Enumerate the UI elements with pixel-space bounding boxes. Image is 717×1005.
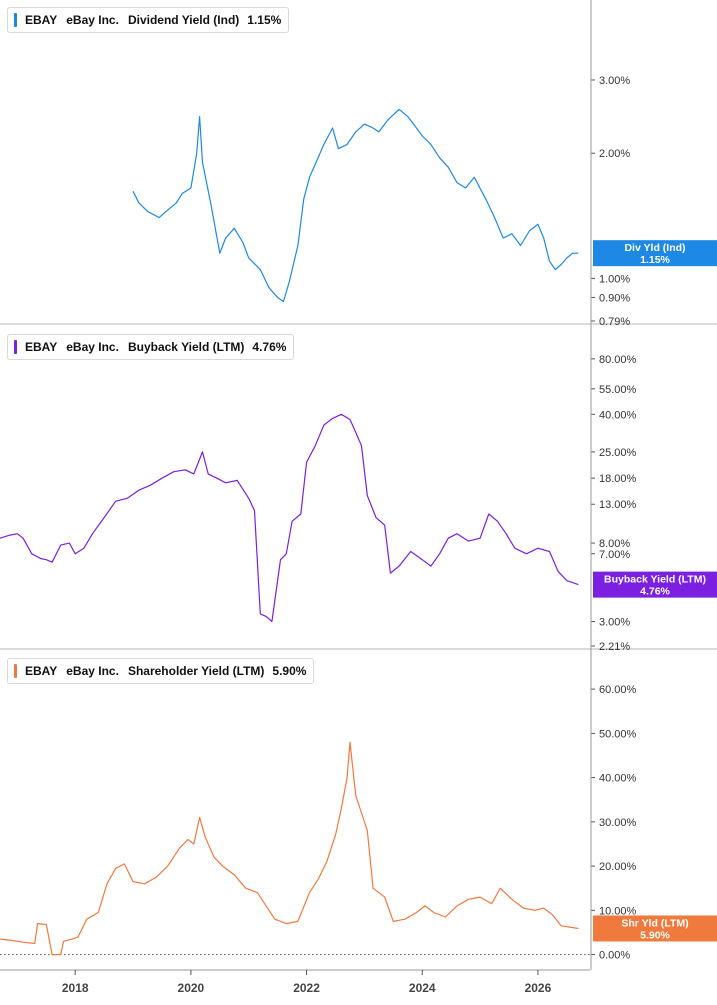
y-tick-label: 0.90% bbox=[599, 292, 630, 304]
legend-dividend-yield[interactable]: EBAY eBay Inc. Dividend Yield (Ind) 1.15… bbox=[7, 7, 290, 33]
legend-value: 1.15% bbox=[247, 13, 282, 27]
y-tick-label: 1.00% bbox=[599, 273, 630, 285]
last-value-flag: Buyback Yield (LTM)4.76% bbox=[593, 571, 717, 598]
legend-swatch-dividend bbox=[14, 13, 17, 27]
y-tick-label: 3.00% bbox=[599, 617, 630, 629]
legend-company: eBay Inc. bbox=[66, 340, 119, 354]
flag-value: 4.76% bbox=[640, 586, 670, 598]
legend-metric: Shareholder Yield (LTM) bbox=[127, 664, 265, 678]
y-tick-label: 2.00% bbox=[599, 148, 630, 160]
legend-value: 5.90% bbox=[272, 664, 307, 678]
series-line bbox=[132, 108, 579, 303]
legend-ticker: EBAY bbox=[25, 340, 58, 354]
y-tick-label: 0.79% bbox=[599, 316, 630, 328]
y-tick-label: 55.00% bbox=[599, 384, 637, 396]
flag-name: Shr Yld (LTM) bbox=[621, 917, 688, 929]
y-tick-label: 3.00% bbox=[599, 75, 630, 87]
legend-swatch-shareholder bbox=[14, 664, 17, 678]
series-line bbox=[0, 413, 579, 623]
legend-ticker: EBAY bbox=[25, 13, 58, 27]
legend-metric: Dividend Yield (Ind) bbox=[127, 13, 240, 27]
y-tick-label: 18.00% bbox=[599, 473, 637, 485]
flag-value: 5.90% bbox=[640, 929, 670, 941]
y-tick-label: 40.00% bbox=[599, 409, 637, 421]
legend-company: eBay Inc. bbox=[66, 664, 119, 678]
legend-ticker: EBAY bbox=[25, 664, 58, 678]
flag-value: 1.15% bbox=[640, 254, 670, 266]
flag-name: Buyback Yield (LTM) bbox=[604, 574, 706, 586]
legend-value: 4.76% bbox=[252, 340, 287, 354]
y-tick-label: 30.00% bbox=[599, 817, 637, 829]
y-tick-label: 8.00% bbox=[599, 538, 630, 550]
legend-shareholder-yield[interactable]: EBAY eBay Inc. Shareholder Yield (LTM) 5… bbox=[7, 658, 315, 684]
legend-company: eBay Inc. bbox=[66, 13, 119, 27]
y-tick-label: 10.00% bbox=[599, 905, 637, 917]
x-tick-label: 2022 bbox=[293, 981, 320, 995]
label-layer: Div Yld (Ind)1.15% Buyback Yield (LTM)4.7… bbox=[593, 240, 717, 942]
last-value-flag: Shr Yld (LTM)5.90% bbox=[593, 915, 717, 942]
y-tick-label: 20.00% bbox=[599, 861, 637, 873]
y-tick-label: 40.00% bbox=[599, 773, 637, 785]
last-value-flag: Div Yld (Ind)1.15% bbox=[593, 240, 717, 267]
x-tick-label: 2026 bbox=[525, 981, 552, 995]
axis-layer: 3.00% 2.00% 1.00% 0.90% 0.79% 80.00% 55.00% 40.… bbox=[0, 0, 637, 995]
y-tick-label: 7.00% bbox=[599, 549, 630, 561]
x-tick-label: 2020 bbox=[178, 981, 205, 995]
y-tick-label: 25.00% bbox=[599, 447, 637, 459]
legend-metric: Buyback Yield (LTM) bbox=[127, 340, 245, 354]
series-line bbox=[0, 741, 579, 956]
flag-name: Div Yld (Ind) bbox=[624, 242, 685, 254]
y-tick-label: 0.00% bbox=[599, 950, 630, 962]
y-tick-label: 13.00% bbox=[599, 499, 637, 511]
line-layer bbox=[0, 108, 579, 956]
x-tick-label: 2018 bbox=[62, 981, 89, 995]
legend-swatch-buyback bbox=[14, 340, 17, 354]
y-tick-label: 60.00% bbox=[599, 684, 637, 696]
legend-buyback-yield[interactable]: EBAY eBay Inc. Buyback Yield (LTM) 4.76% bbox=[7, 334, 295, 360]
y-tick-label: 50.00% bbox=[599, 728, 637, 740]
y-tick-label: 2.21% bbox=[599, 641, 630, 653]
grid-layer bbox=[0, 323, 717, 956]
y-tick-label: 80.00% bbox=[599, 354, 637, 366]
x-tick-label: 2024 bbox=[409, 981, 436, 995]
